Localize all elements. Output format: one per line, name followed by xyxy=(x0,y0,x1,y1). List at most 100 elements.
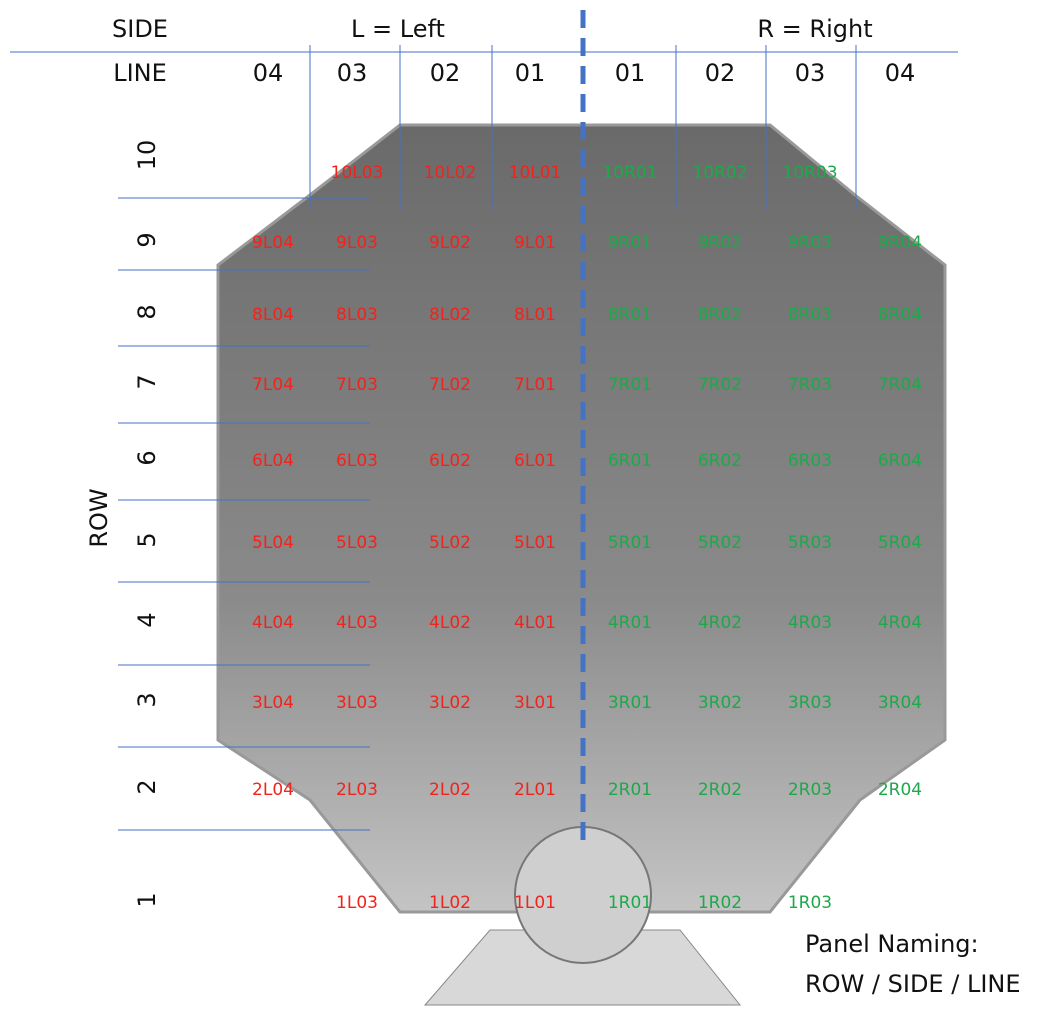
panel-label: 6L04 xyxy=(252,451,294,471)
line-number: 02 xyxy=(705,59,736,87)
panel-label: 4R02 xyxy=(698,613,742,633)
row-number: 4 xyxy=(133,612,161,627)
panel-label: 1R02 xyxy=(698,893,742,913)
panel-label: 4R01 xyxy=(608,613,652,633)
panel-label: 2L04 xyxy=(252,780,294,800)
note: ROW / SIDE / LINE xyxy=(805,970,1021,998)
panel-label: 6L01 xyxy=(514,451,556,471)
panel-label: 2R01 xyxy=(608,780,652,800)
panel-label: 5R02 xyxy=(698,533,742,553)
row-axis-label: ROW xyxy=(85,488,113,547)
row-number: 7 xyxy=(133,374,161,389)
panel-label: 3R02 xyxy=(698,693,742,713)
panel-label: 8R01 xyxy=(608,305,652,325)
line-number: 03 xyxy=(795,59,826,87)
panel-label: 4R03 xyxy=(788,613,832,633)
line-label: LINE xyxy=(113,59,167,87)
row-number: 8 xyxy=(133,304,161,319)
line-number: 01 xyxy=(515,59,546,87)
line-number: 03 xyxy=(337,59,368,87)
panel-label: 6R01 xyxy=(608,451,652,471)
panel-label: 9L03 xyxy=(336,233,378,253)
panel-label: 8R02 xyxy=(698,305,742,325)
panel-label: 4L01 xyxy=(514,613,556,633)
panel-label: 5R03 xyxy=(788,533,832,553)
row-number: 10 xyxy=(133,140,161,171)
panel-label: 7R01 xyxy=(608,375,652,395)
panel-label: 3R01 xyxy=(608,693,652,713)
panel-label: 6R02 xyxy=(698,451,742,471)
diagram: SIDE L = Left R = Right LINE ROW Panel N… xyxy=(0,0,1058,1012)
panel-label: 2L02 xyxy=(429,780,471,800)
panel-label: 5L02 xyxy=(429,533,471,553)
panel-label: 7L02 xyxy=(429,375,471,395)
panel-label: 9R01 xyxy=(608,233,652,253)
panel-label: 2R03 xyxy=(788,780,832,800)
panel-label: 1L02 xyxy=(429,893,471,913)
panel-label: 8L02 xyxy=(429,305,471,325)
panel-label: 2L01 xyxy=(514,780,556,800)
row-number: 6 xyxy=(133,450,161,465)
panel-label: 7R02 xyxy=(698,375,742,395)
panel-label: 8R04 xyxy=(878,305,922,325)
panel-label: 1R03 xyxy=(788,893,832,913)
left-label: L = Left xyxy=(351,15,445,43)
panel-label: 8L03 xyxy=(336,305,378,325)
panel-label: 4R04 xyxy=(878,613,922,633)
panel-label: 8R03 xyxy=(788,305,832,325)
row-number: 5 xyxy=(133,532,161,547)
line-number: 02 xyxy=(430,59,461,87)
panel-label: 6L02 xyxy=(429,451,471,471)
panel-label: 4L02 xyxy=(429,613,471,633)
panel-label: 6R03 xyxy=(788,451,832,471)
note: Panel Naming: xyxy=(805,930,979,958)
panel-label: 3L03 xyxy=(336,693,378,713)
panel-label: 5R01 xyxy=(608,533,652,553)
panel-label: 8L01 xyxy=(514,305,556,325)
panel-label: 3L01 xyxy=(514,693,556,713)
panel-label: 6R04 xyxy=(878,451,922,471)
panel-label: 7L03 xyxy=(336,375,378,395)
panel-label: 4L03 xyxy=(336,613,378,633)
line-number: 04 xyxy=(253,59,284,87)
panel-label: 10L03 xyxy=(331,163,384,183)
panel-label: 5L04 xyxy=(252,533,294,553)
panel-label: 10R03 xyxy=(782,163,837,183)
panel-label: 7L01 xyxy=(514,375,556,395)
panel-label: 3L02 xyxy=(429,693,471,713)
side-label: SIDE xyxy=(112,15,168,43)
panel-label: 9R03 xyxy=(788,233,832,253)
panel-label: 7L04 xyxy=(252,375,294,395)
panel-label: 5L03 xyxy=(336,533,378,553)
panel-label: 2R04 xyxy=(878,780,922,800)
line-number: 01 xyxy=(615,59,646,87)
panel-label: 7R03 xyxy=(788,375,832,395)
row-number: 3 xyxy=(133,692,161,707)
panel-label: 3R03 xyxy=(788,693,832,713)
panel-label: 9L04 xyxy=(252,233,294,253)
panel-label: 4L04 xyxy=(252,613,294,633)
panel-label: 6L03 xyxy=(336,451,378,471)
panel-label: 2R02 xyxy=(698,780,742,800)
row-number: 1 xyxy=(133,892,161,907)
panel-label: 5R04 xyxy=(878,533,922,553)
panel-label: 10R01 xyxy=(602,163,657,183)
panel-label: 9L01 xyxy=(514,233,556,253)
panel-label: 9R02 xyxy=(698,233,742,253)
panel-label: 10L02 xyxy=(424,163,477,183)
panel-label: 9R04 xyxy=(878,233,922,253)
panel-label: 1L03 xyxy=(336,893,378,913)
panel-label: 5L01 xyxy=(514,533,556,553)
panel-label: 8L04 xyxy=(252,305,294,325)
panel-label: 10L01 xyxy=(509,163,562,183)
panel-label: 7R04 xyxy=(878,375,922,395)
panel-label: 1L01 xyxy=(514,893,556,913)
panel-label: 3L04 xyxy=(252,693,294,713)
panel-label: 9L02 xyxy=(429,233,471,253)
panel-label: 1R01 xyxy=(608,893,652,913)
panel-label: 10R02 xyxy=(692,163,747,183)
right-label: R = Right xyxy=(757,15,872,43)
row-number: 9 xyxy=(133,232,161,247)
panel-label: 2L03 xyxy=(336,780,378,800)
row-number: 2 xyxy=(133,779,161,794)
